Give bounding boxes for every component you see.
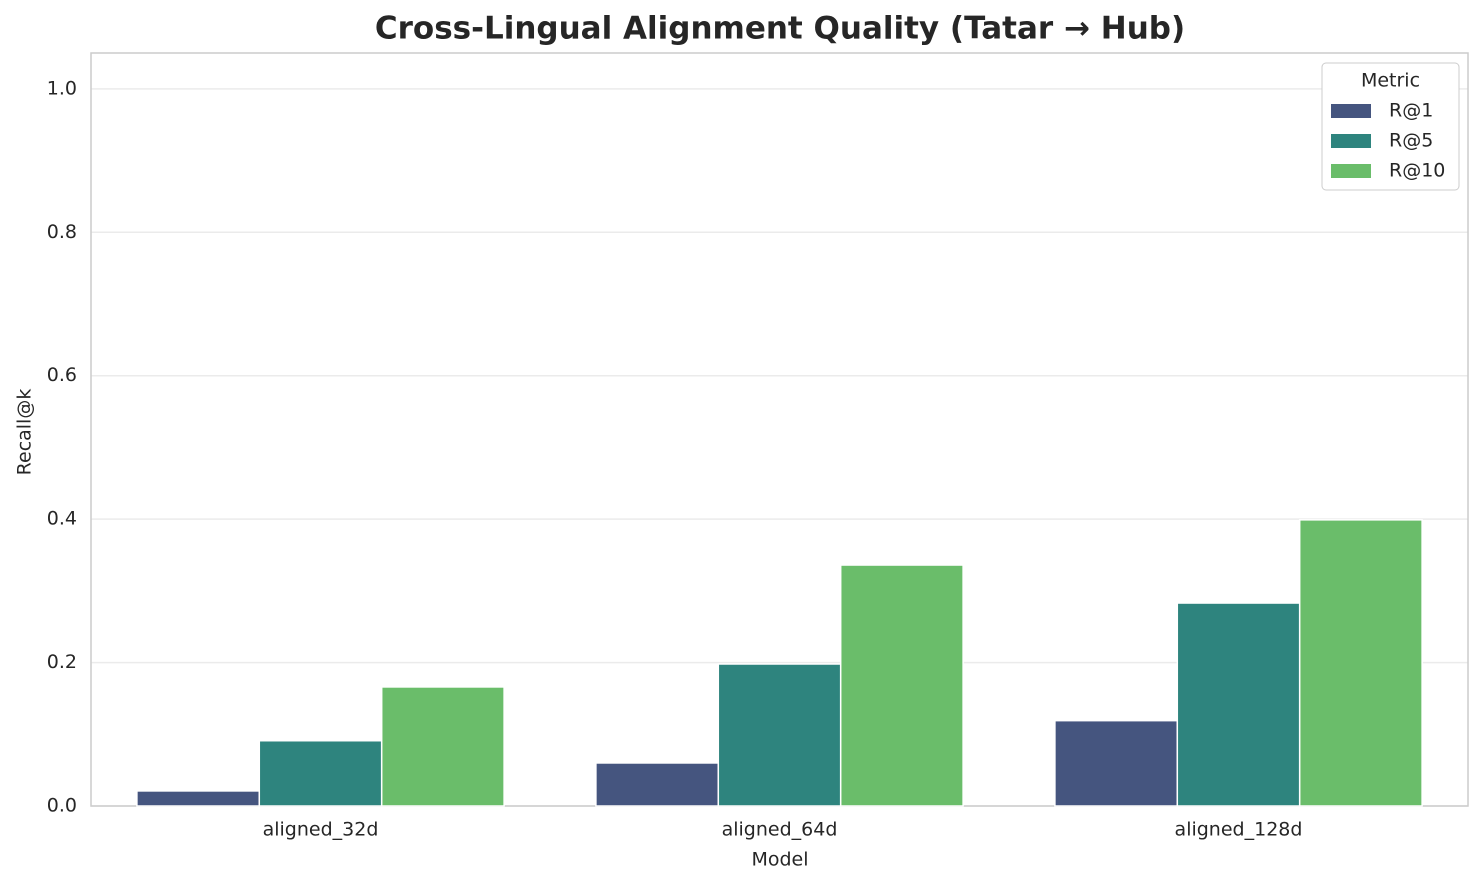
legend-swatch — [1331, 164, 1371, 178]
y-tick-label: 0.4 — [47, 508, 77, 530]
bar — [1054, 719, 1179, 807]
bar — [1176, 602, 1301, 807]
legend-swatch — [1331, 134, 1371, 148]
bar — [1298, 519, 1423, 807]
legend-box — [1321, 62, 1460, 191]
y-tick-label: 0.6 — [47, 364, 77, 386]
bar — [717, 663, 842, 807]
legend-swatch — [1331, 104, 1371, 118]
y-axis-label: Recall@k — [14, 389, 36, 476]
chart-title: Cross-Lingual Alignment Quality (Tatar →… — [375, 11, 1185, 47]
legend-label: R@10 — [1389, 160, 1445, 182]
bar — [258, 739, 383, 807]
x-tick-label: aligned_64d — [722, 819, 838, 841]
y-tick-label: 0.8 — [47, 221, 77, 243]
bar — [136, 790, 261, 807]
bar — [380, 686, 505, 807]
x-tick-label: aligned_128d — [1175, 819, 1303, 841]
y-tick-label: 0.0 — [47, 795, 77, 817]
y-tick-label: 0.2 — [47, 651, 77, 673]
x-axis-label: Model — [751, 849, 808, 871]
legend-label: R@1 — [1389, 100, 1433, 122]
x-tick-label: aligned_32d — [263, 819, 379, 841]
legend-title: Metric — [1361, 70, 1420, 92]
legend-label: R@5 — [1389, 130, 1433, 152]
bar — [595, 762, 720, 807]
bar — [839, 564, 964, 807]
y-tick-label: 1.0 — [47, 77, 77, 99]
